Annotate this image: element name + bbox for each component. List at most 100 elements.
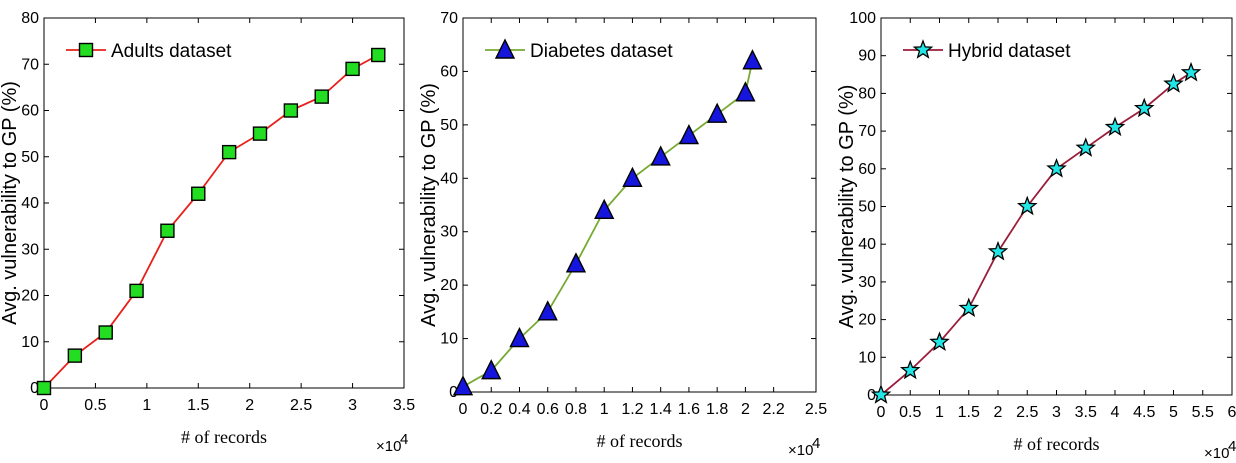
data-point <box>160 223 175 238</box>
x-axis-label: # of records <box>1014 434 1100 454</box>
data-point <box>509 327 530 348</box>
y-tick-label: 80 <box>858 85 876 102</box>
y-tick-label: 50 <box>858 199 876 216</box>
x-tick-label: 2 <box>741 401 750 418</box>
x-multiplier: ×104 <box>376 431 408 455</box>
legend-marker <box>78 42 94 58</box>
x-tick-label: 1.8 <box>706 401 728 418</box>
x-multiplier-exponent: 4 <box>1228 438 1236 455</box>
data-point <box>1163 73 1184 93</box>
y-tick-label: 90 <box>858 48 876 65</box>
legend-label: Diabetes dataset <box>530 41 673 62</box>
y-tick-label: 50 <box>21 149 39 166</box>
data-point <box>929 331 950 351</box>
x-tick-label: 0.6 <box>537 401 559 418</box>
x-multiplier-base: ×10 <box>788 442 813 459</box>
y-tick-label: 10 <box>21 334 39 351</box>
x-tick-label: 2 <box>994 404 1003 421</box>
x-tick-label: 1 <box>600 401 609 418</box>
data-point <box>565 252 587 273</box>
data-point <box>1133 97 1155 118</box>
y-tick-label: 20 <box>21 288 39 305</box>
data-point <box>36 380 52 396</box>
plot-frame <box>462 17 817 393</box>
x-tick-label: 1 <box>142 397 151 414</box>
y-tick-label: 0 <box>867 387 876 404</box>
x-tick-label: 0.5 <box>84 397 106 414</box>
data-point <box>1046 157 1067 178</box>
y-tick-label: 30 <box>858 274 876 291</box>
data-point <box>650 145 671 166</box>
y-tick-label: 10 <box>858 349 876 366</box>
data-point <box>678 123 700 145</box>
y-tick-label: 30 <box>21 241 39 258</box>
x-tick-label: 5.5 <box>1192 404 1214 421</box>
y-axis-label: Avg. vulnerability to GP (%) <box>836 85 858 329</box>
x-tick-label: 3.5 <box>1075 404 1097 421</box>
x-tick-label: 2.5 <box>805 401 827 418</box>
chart-panel-2: 0 10 20 30 40 50 60 70 0 0.2 0.4 0.6 0.8 1 1.2 1.4 1.6 1.… <box>418 10 827 459</box>
data-point <box>958 297 980 318</box>
x-tick-label: 6 <box>1228 404 1236 421</box>
data-point <box>481 359 502 380</box>
y-axis-label: Avg. vulnerability to GP (%) <box>0 81 21 325</box>
y-tick-label: 40 <box>440 170 458 187</box>
x-multiplier-exponent: 4 <box>400 431 408 448</box>
x-tick-label: 1.5 <box>958 404 980 421</box>
x-tick-label: 2.2 <box>763 401 785 418</box>
x-tick-label: 1.4 <box>650 401 672 418</box>
x-tick-label: 3.5 <box>393 397 415 414</box>
data-point <box>537 300 558 321</box>
y-tick-label: 20 <box>440 277 458 294</box>
data-point <box>742 49 763 70</box>
y-tick-label: 100 <box>849 10 876 27</box>
x-tick-label: 0.8 <box>565 401 587 418</box>
legend: Adults dataset <box>66 41 232 62</box>
y-tick-label: 60 <box>858 161 876 178</box>
x-tick-label: 4 <box>1111 404 1120 421</box>
x-tick-label: 4.5 <box>1133 404 1155 421</box>
x-tick-label: 3 <box>1052 404 1061 421</box>
plot-frame <box>880 17 1233 396</box>
x-tick-label: 1 <box>935 404 944 421</box>
data-point <box>1104 116 1126 137</box>
legend-label: Hybrid dataset <box>948 41 1071 62</box>
data-point <box>1016 195 1038 216</box>
data-point <box>1075 137 1097 157</box>
x-tick-label: 2 <box>245 397 254 414</box>
y-tick-label: 60 <box>440 63 458 80</box>
y-tick-label: 70 <box>440 10 458 27</box>
y-tick-label: 0 <box>449 384 458 401</box>
y-tick-label: 60 <box>21 103 39 120</box>
x-multiplier-base: ×10 <box>1204 445 1229 462</box>
data-point <box>221 144 237 160</box>
y-axis-label: Avg. vulnerability to GP (%) <box>418 83 440 327</box>
legend-marker <box>494 38 516 59</box>
legend-marker <box>912 39 934 59</box>
data-point <box>622 166 643 187</box>
x-tick-label: 5 <box>1169 404 1178 421</box>
x-tick-label: 0.4 <box>508 401 530 418</box>
x-multiplier-exponent: 4 <box>812 435 820 452</box>
x-tick-label: 0 <box>40 397 49 414</box>
y-tick-label: 70 <box>858 123 876 140</box>
data-point <box>987 240 1009 261</box>
y-tick-label: 70 <box>21 56 39 73</box>
data-point <box>707 102 728 123</box>
y-tick-label: 80 <box>21 10 39 27</box>
data-point <box>594 198 615 220</box>
x-tick-label: 0.2 <box>480 401 502 418</box>
y-tick-label: 40 <box>21 195 39 212</box>
y-tick-label: 50 <box>440 117 458 134</box>
x-axis-label: # of records <box>597 431 683 451</box>
x-tick-label: 2.5 <box>290 397 312 414</box>
x-tick-label: 1.2 <box>621 401 643 418</box>
data-point <box>314 89 329 104</box>
data-point <box>1180 61 1202 82</box>
data-point <box>345 61 360 77</box>
x-tick-label: 1.6 <box>678 401 700 418</box>
data-point <box>735 81 756 102</box>
data-point <box>283 103 299 118</box>
